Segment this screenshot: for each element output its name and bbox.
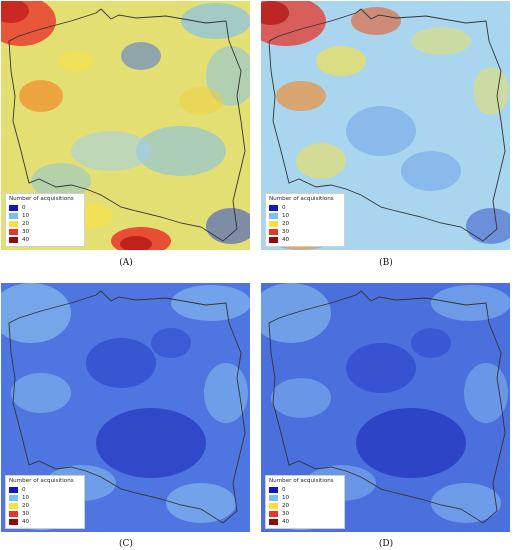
legend-item: 20 [269, 502, 341, 510]
caption-c: (C) [119, 539, 133, 549]
legend-swatch [9, 487, 18, 493]
legend-item: 10 [269, 212, 341, 220]
legend-title: Number of acquisitions [9, 478, 74, 484]
legend-label: 10 [282, 495, 290, 501]
legend-c: Number of acquisitions 0 10 20 30 40 [5, 475, 85, 529]
caption-d: (D) [378, 539, 394, 549]
caption-a: (A) [119, 258, 133, 268]
legend-label: 0 [282, 205, 286, 211]
legend-item: 0 [269, 204, 341, 212]
country-border-c [8, 290, 246, 524]
legend-item: 30 [269, 510, 341, 518]
legend-swatch [269, 237, 278, 243]
legend-swatch [9, 495, 18, 501]
legend-item: 30 [269, 228, 341, 236]
legend-item: 30 [9, 228, 81, 236]
legend-label: 30 [22, 511, 30, 517]
legend-swatch [9, 519, 18, 525]
legend-label: 40 [282, 519, 290, 525]
country-border-b [268, 8, 506, 242]
legend-label: 10 [22, 495, 30, 501]
country-border-d [268, 290, 506, 524]
legend-swatch [9, 205, 18, 211]
legend-label: 0 [22, 487, 26, 493]
country-border-a [8, 8, 246, 242]
legend-swatch [9, 213, 18, 219]
legend-swatch [269, 495, 278, 501]
legend-label: 40 [282, 237, 290, 243]
legend-label: 30 [22, 229, 30, 235]
legend-a: Number of acquisitions 0 10 20 30 40 [5, 193, 85, 247]
legend-swatch [9, 221, 18, 227]
legend-label: 30 [282, 511, 290, 517]
legend-label: 30 [282, 229, 290, 235]
legend-label: 40 [22, 237, 30, 243]
map-d-svg [261, 283, 510, 532]
legend-title: Number of acquisitions [269, 196, 334, 202]
legend-swatch [269, 229, 278, 235]
legend-item: 20 [9, 502, 81, 510]
heat-patches-d [261, 283, 510, 530]
legend-title: Number of acquisitions [9, 196, 74, 202]
legend-swatch [269, 487, 278, 493]
legend-item: 40 [269, 518, 341, 526]
caption-b: (B) [379, 258, 393, 268]
legend-label: 40 [22, 519, 30, 525]
legend-label: 10 [22, 213, 30, 219]
legend-item: 0 [9, 204, 81, 212]
legend-item: 40 [9, 518, 81, 526]
legend-d: Number of acquisitions 0 10 20 30 40 [265, 475, 345, 529]
legend-swatch [269, 519, 278, 525]
legend-swatch [9, 229, 18, 235]
legend-item: 30 [9, 510, 81, 518]
legend-label: 20 [282, 503, 290, 509]
legend-label: 20 [282, 221, 290, 227]
map-panel-c: Number of acquisitions 0 10 20 30 40 [1, 283, 250, 532]
legend-label: 20 [22, 221, 30, 227]
legend-swatch [269, 221, 278, 227]
legend-item: 10 [9, 494, 81, 502]
legend-swatch [9, 511, 18, 517]
legend-label: 0 [22, 205, 26, 211]
legend-label: 20 [22, 503, 30, 509]
legend-item: 10 [9, 212, 81, 220]
map-panel-b: Number of acquisitions 0 10 20 30 40 [261, 1, 510, 250]
legend-item: 10 [269, 494, 341, 502]
legend-swatch [269, 511, 278, 517]
heat-patches-a [1, 1, 250, 250]
legend-label: 0 [282, 487, 286, 493]
legend-item: 20 [9, 220, 81, 228]
legend-item: 0 [269, 486, 341, 494]
legend-swatch [269, 213, 278, 219]
legend-swatch [269, 205, 278, 211]
legend-swatch [9, 503, 18, 509]
legend-b: Number of acquisitions 0 10 20 30 40 [265, 193, 345, 247]
legend-item: 40 [9, 236, 81, 244]
legend-swatch [269, 503, 278, 509]
legend-label: 10 [282, 213, 290, 219]
map-panel-a: Number of acquisitions 0 10 20 30 40 [1, 1, 250, 250]
map-a-svg [1, 1, 250, 250]
legend-item: 20 [269, 220, 341, 228]
legend-item: 40 [269, 236, 341, 244]
legend-item: 0 [9, 486, 81, 494]
legend-title: Number of acquisitions [269, 478, 334, 484]
legend-swatch [9, 237, 18, 243]
map-panel-d: Number of acquisitions 0 10 20 30 40 [261, 283, 510, 532]
heat-patches-c [1, 283, 250, 530]
